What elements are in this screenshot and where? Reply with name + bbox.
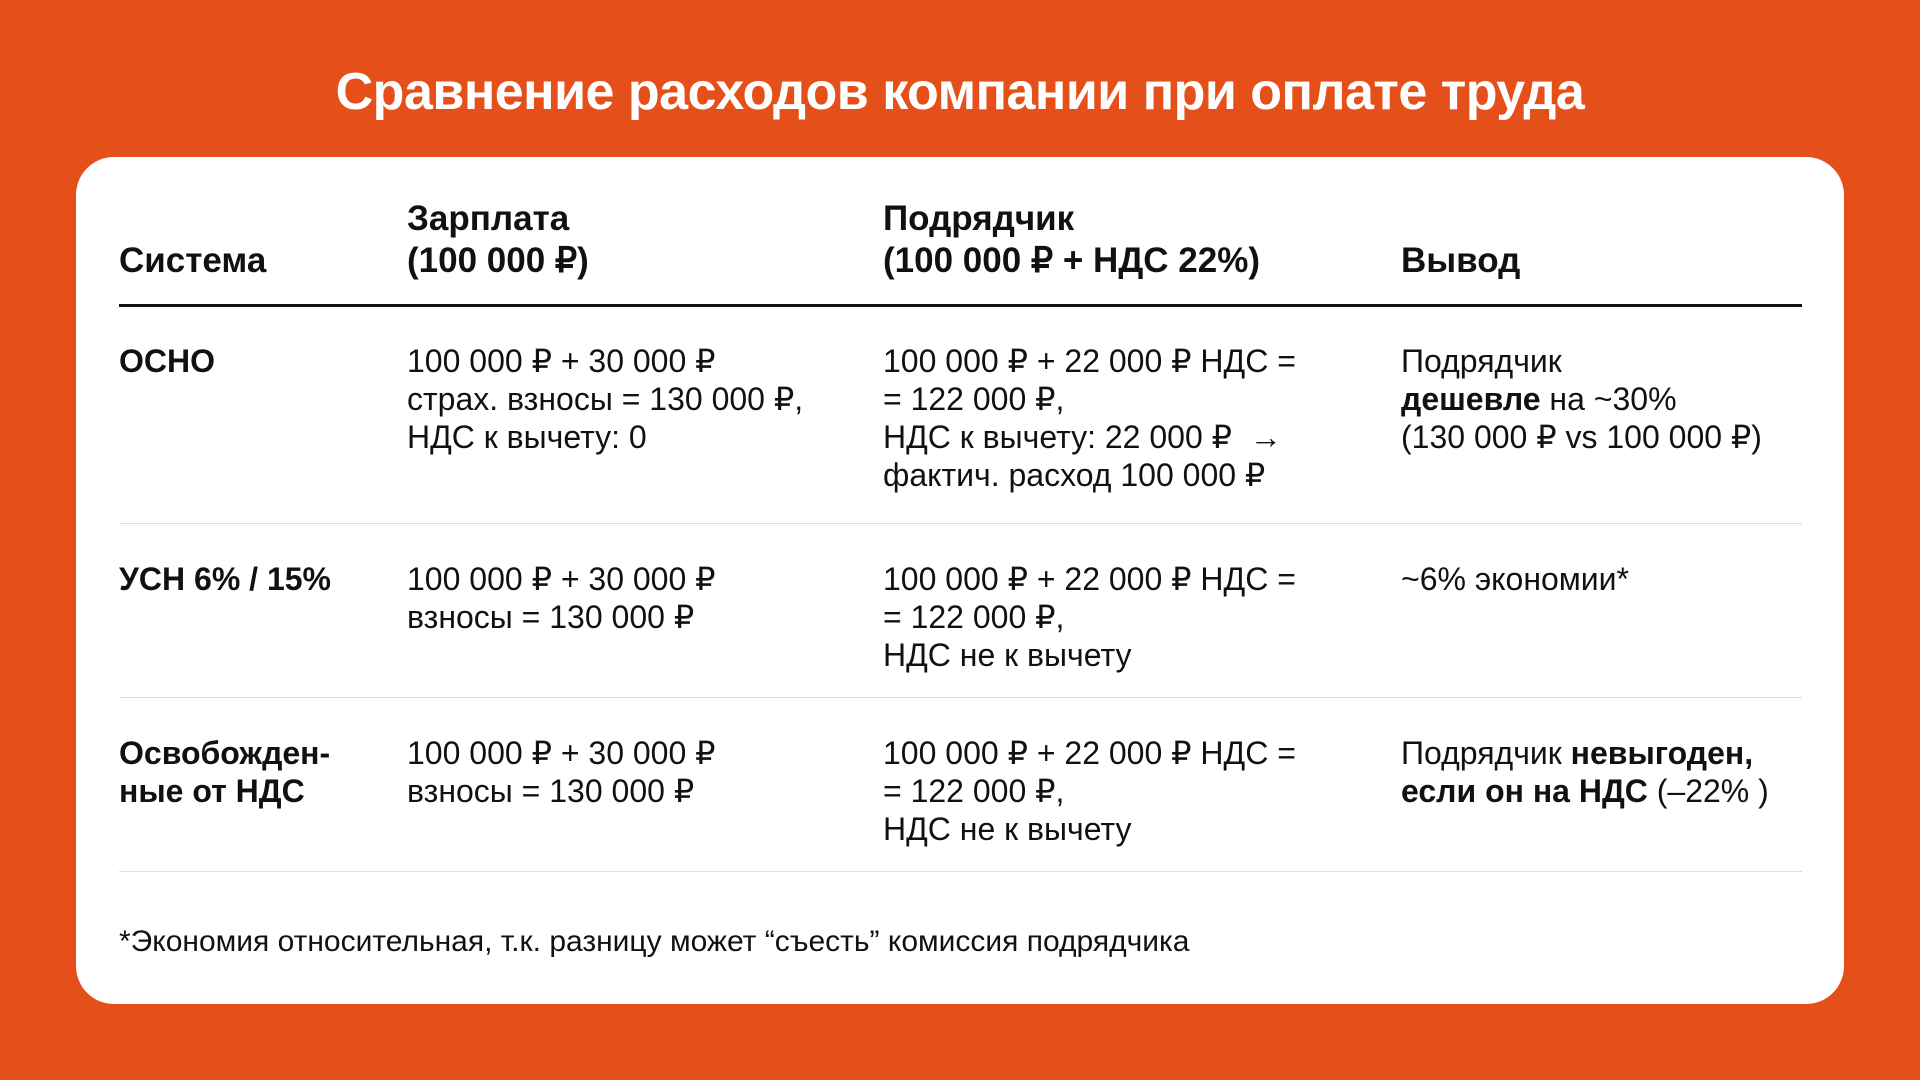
header-cell: Подрядчик (100 000 ₽ + НДС 22%) <box>883 198 1260 282</box>
header-cell: Система <box>119 240 266 282</box>
cell-line: дешевле на ~30% <box>1401 380 1762 418</box>
header-line: (100 000 ₽ + НДС 22%) <box>883 241 1260 280</box>
table-cell: Подрядчик невыгоден, если он на НДС (–22%… <box>1401 734 1769 810</box>
cell-line: УСН 6% / 15% <box>119 560 331 598</box>
table-row: ОСНО 100 000 ₽ + 30 000 ₽ страх. взносы = … <box>119 306 1802 524</box>
cell-line: = 122 000 ₽, <box>883 772 1296 810</box>
cell-text: Подрядчик <box>1401 735 1571 771</box>
cell-text: 100 000 ₽ + 22 000 ₽ НДС = <box>883 735 1296 771</box>
cell-line: 100 000 ₽ + 22 000 ₽ НДС = <box>883 734 1296 772</box>
cell-text: 100 000 ₽ + 22 000 ₽ НДС = <box>883 561 1296 597</box>
cell-text: НДС к вычету: 22 000 ₽ → <box>883 419 1282 455</box>
footnote: *Экономия относительная, т.к. разницу мо… <box>119 925 1190 958</box>
cell-line: страх. взносы = 130 000 ₽, <box>407 380 803 418</box>
cell-text: НДС не к вычету <box>883 637 1132 673</box>
cell-line: НДС к вычету: 0 <box>407 418 803 456</box>
cell-line: 100 000 ₽ + 30 000 ₽ <box>407 560 716 598</box>
cell-text: на ~30% <box>1540 381 1677 417</box>
table-cell: ОСНО <box>119 342 215 380</box>
header-cell: Зарплата (100 000 ₽) <box>407 198 589 282</box>
cell-line: если он на НДС (–22% ) <box>1401 772 1769 810</box>
cell-line: = 122 000 ₽, <box>883 380 1296 418</box>
cell-text: страх. взносы = 130 000 ₽, <box>407 381 804 417</box>
cell-text: (130 000 ₽ vs 100 000 ₽) <box>1401 419 1762 455</box>
cell-text: Освобожден- <box>119 735 331 771</box>
cell-line: НДС к вычету: 22 000 ₽ → <box>883 418 1296 456</box>
cell-line: взносы = 130 000 ₽ <box>407 772 716 810</box>
cell-text: 100 000 ₽ + 22 000 ₽ НДС = <box>883 343 1296 379</box>
table-cell: ~6% экономии* <box>1401 560 1629 598</box>
table-cell: 100 000 ₽ + 30 000 ₽ страх. взносы = 130 … <box>407 342 803 456</box>
cell-text: если он на НДС <box>1401 773 1648 809</box>
cell-text: фактич. расход 100 000 ₽ <box>883 457 1266 493</box>
cell-text: взносы = 130 000 ₽ <box>407 599 695 635</box>
cell-line: ОСНО <box>119 342 215 380</box>
cell-text: = 122 000 ₽, <box>883 381 1065 417</box>
table-cell: 100 000 ₽ + 22 000 ₽ НДС = = 122 000 ₽, НД… <box>883 734 1296 848</box>
cell-text: ОСНО <box>119 343 215 379</box>
cell-line: Подрядчик невыгоден, <box>1401 734 1769 772</box>
cell-line: = 122 000 ₽, <box>883 598 1296 636</box>
table-cell: 100 000 ₽ + 22 000 ₽ НДС = = 122 000 ₽, НД… <box>883 560 1296 674</box>
cell-text: невыгоден, <box>1570 735 1754 771</box>
cell-text: взносы = 130 000 ₽ <box>407 773 695 809</box>
table-cell: УСН 6% / 15% <box>119 560 331 598</box>
cell-line: 100 000 ₽ + 22 000 ₽ НДС = <box>883 342 1296 380</box>
cell-line: ные от НДС <box>119 772 330 810</box>
cell-line: НДС не к вычету <box>883 636 1296 674</box>
table-cell: 100 000 ₽ + 30 000 ₽ взносы = 130 000 ₽ <box>407 734 716 810</box>
cell-text: Подрядчик <box>1401 343 1562 379</box>
cell-text: УСН 6% / 15% <box>119 561 331 597</box>
table-row: УСН 6% / 15% 100 000 ₽ + 30 000 ₽ взносы =… <box>119 524 1802 698</box>
table-card: Система Зарплата (100 000 ₽) Подрядчик (100 … <box>76 157 1844 1004</box>
cell-text: НДС к вычету: 0 <box>407 419 647 455</box>
cell-text: 100 000 ₽ + 30 000 ₽ <box>407 735 716 771</box>
cell-line: 100 000 ₽ + 30 000 ₽ <box>407 734 716 772</box>
header-cell: Вывод <box>1401 240 1520 282</box>
cell-text: = 122 000 ₽, <box>883 599 1065 635</box>
cell-line: НДС не к вычету <box>883 810 1296 848</box>
cell-line: фактич. расход 100 000 ₽ <box>883 456 1296 494</box>
cell-line: Освобожден- <box>119 734 330 772</box>
header-line: Подрядчик <box>883 199 1075 238</box>
table-cell: 100 000 ₽ + 30 000 ₽ взносы = 130 000 ₽ <box>407 560 716 636</box>
cell-text: НДС не к вычету <box>883 811 1132 847</box>
cell-line: (130 000 ₽ vs 100 000 ₽) <box>1401 418 1762 456</box>
cell-line: ~6% экономии* <box>1401 560 1629 598</box>
cell-line: взносы = 130 000 ₽ <box>407 598 716 636</box>
table-cell: 100 000 ₽ + 22 000 ₽ НДС = = 122 000 ₽, НД… <box>883 342 1296 494</box>
cell-text: ные от НДС <box>119 773 305 809</box>
title: Сравнение расходов компании при оплате т… <box>335 63 1585 121</box>
cell-text: ~6% экономии* <box>1401 561 1629 597</box>
header-line: (100 000 ₽) <box>407 241 589 280</box>
header-line: Система <box>119 241 267 280</box>
cell-line: Подрядчик <box>1401 342 1762 380</box>
cell-text: (–22% ) <box>1647 773 1769 809</box>
table-row: Освобожден-ные от НДС 100 000 ₽ + 30 000 … <box>119 698 1802 872</box>
header-line: Зарплата <box>407 199 570 238</box>
cell-line: 100 000 ₽ + 30 000 ₽ <box>407 342 803 380</box>
cell-text: 100 000 ₽ + 30 000 ₽ <box>407 561 716 597</box>
cell-text: дешевле <box>1401 381 1541 417</box>
table-header: Система Зарплата (100 000 ₽) Подрядчик (100 … <box>119 198 1802 307</box>
table-cell: Подрядчик дешевле на ~30% (130 000 ₽ vs 10… <box>1401 342 1762 456</box>
cell-line: 100 000 ₽ + 22 000 ₽ НДС = <box>883 560 1296 598</box>
header-line: Вывод <box>1401 241 1521 280</box>
cell-text: = 122 000 ₽, <box>883 773 1065 809</box>
cell-text: 100 000 ₽ + 30 000 ₽ <box>407 343 716 379</box>
table-cell: Освобожден-ные от НДС <box>119 734 330 810</box>
